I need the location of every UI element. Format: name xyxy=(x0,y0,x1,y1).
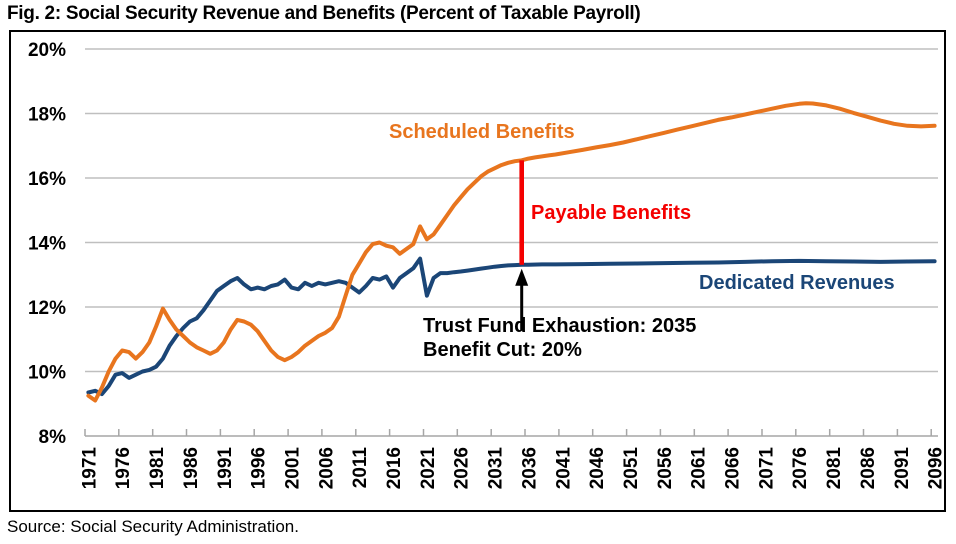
svg-text:1996: 1996 xyxy=(249,447,270,489)
svg-text:12%: 12% xyxy=(28,298,66,319)
svg-text:1981: 1981 xyxy=(147,447,168,490)
dedicated-revenues-label: Dedicated Revenues xyxy=(699,272,895,294)
svg-text:2071: 2071 xyxy=(756,447,777,490)
svg-text:2051: 2051 xyxy=(621,447,642,490)
svg-text:2031: 2031 xyxy=(486,447,507,490)
svg-text:2096: 2096 xyxy=(926,447,947,489)
svg-text:2001: 2001 xyxy=(283,447,304,490)
source-note: Source: Social Security Administration. xyxy=(7,517,299,536)
svg-text:2091: 2091 xyxy=(892,447,913,490)
svg-text:2016: 2016 xyxy=(384,447,405,489)
svg-text:1991: 1991 xyxy=(215,447,236,490)
svg-text:2066: 2066 xyxy=(723,447,744,489)
svg-text:2041: 2041 xyxy=(553,447,574,490)
trust-fund-exhaustion-label: Trust Fund Exhaustion: 2035 xyxy=(423,315,697,337)
svg-text:2026: 2026 xyxy=(452,447,473,489)
svg-text:2021: 2021 xyxy=(418,447,439,490)
svg-text:2006: 2006 xyxy=(316,447,337,489)
payable-benefits-label: Payable Benefits xyxy=(531,202,692,224)
svg-text:10%: 10% xyxy=(28,363,66,384)
svg-text:1976: 1976 xyxy=(113,447,134,489)
svg-text:18%: 18% xyxy=(28,105,66,126)
payable-benefits-marker xyxy=(519,160,524,265)
svg-text:14%: 14% xyxy=(28,234,66,255)
svg-text:2086: 2086 xyxy=(858,447,879,489)
svg-text:20%: 20% xyxy=(28,40,66,61)
scheduled-benefits-line xyxy=(86,101,937,403)
svg-text:16%: 16% xyxy=(28,169,66,190)
svg-text:8%: 8% xyxy=(39,427,67,448)
scheduled-benefits-label: Scheduled Benefits xyxy=(389,121,575,143)
svg-text:2056: 2056 xyxy=(655,447,676,489)
svg-text:1986: 1986 xyxy=(181,447,202,489)
svg-text:2046: 2046 xyxy=(587,447,608,489)
benefit-cut-label: Benefit Cut: 20% xyxy=(423,339,582,361)
exhaustion-arrow xyxy=(515,268,529,331)
svg-text:2076: 2076 xyxy=(790,447,811,489)
figure-title: Fig. 2: Social Security Revenue and Bene… xyxy=(7,3,641,24)
svg-text:2011: 2011 xyxy=(350,447,371,489)
svg-text:2081: 2081 xyxy=(824,447,845,490)
svg-text:2061: 2061 xyxy=(689,447,710,490)
svg-text:2036: 2036 xyxy=(519,447,540,489)
svg-text:1971: 1971 xyxy=(79,447,100,490)
